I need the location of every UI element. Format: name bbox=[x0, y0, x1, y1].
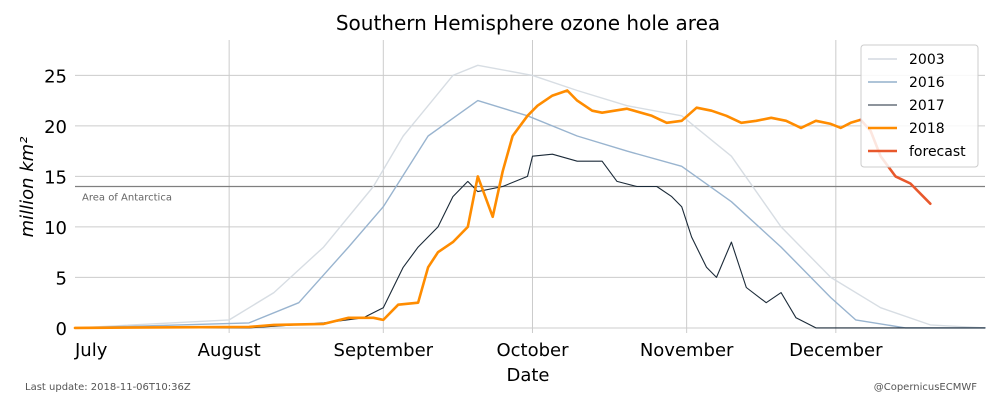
y-axis-label: million km² bbox=[17, 137, 38, 238]
chart-legend: 2003 2016 2017 2018 forecast bbox=[860, 44, 979, 168]
series-line-2018 bbox=[73, 89, 862, 330]
legend-label-2017: 2017 bbox=[909, 98, 945, 114]
reference-layer: Area of Antarctica bbox=[75, 185, 985, 204]
legend-box bbox=[860, 44, 979, 168]
x-tick-label: November bbox=[640, 340, 734, 361]
legend-entries: 2003 2016 2017 2018 forecast bbox=[868, 52, 966, 160]
y-tick-label: 20 bbox=[44, 117, 67, 138]
x-tick-label: August bbox=[198, 340, 261, 361]
series-line-2003 bbox=[74, 64, 986, 329]
series-line-2016 bbox=[74, 99, 986, 329]
x-tick-label: October bbox=[496, 340, 569, 361]
y-tick-label: 15 bbox=[44, 167, 67, 188]
y-tick-label: 10 bbox=[44, 218, 67, 239]
antarctica-reference-label: Area of Antarctica bbox=[82, 193, 172, 204]
credit-text: @CopernicusECMWF bbox=[874, 382, 978, 393]
y-tick-label: 0 bbox=[56, 319, 67, 340]
legend-label-2016: 2016 bbox=[909, 75, 945, 91]
x-tick-label: September bbox=[334, 340, 434, 361]
y-tick-label: 25 bbox=[44, 66, 67, 87]
legend-label-forecast: forecast bbox=[909, 144, 966, 160]
legend-label-2018: 2018 bbox=[909, 121, 945, 137]
last-update-text: Last update: 2018-11-06T10:36Z bbox=[25, 382, 191, 393]
series-line-2017 bbox=[74, 153, 986, 329]
x-axis-label: Date bbox=[506, 365, 549, 386]
y-tick-label: 5 bbox=[56, 268, 67, 289]
y-tick-labels: 0 5 10 15 20 25 bbox=[44, 66, 67, 340]
x-tick-labels: July August September October November Decemb… bbox=[74, 340, 883, 361]
series-layer bbox=[73, 64, 986, 330]
chart-title: Southern Hemisphere ozone hole area bbox=[336, 11, 720, 35]
legend-label-2003: 2003 bbox=[909, 52, 945, 68]
x-tick-label: December bbox=[789, 340, 883, 361]
x-tick-label: July bbox=[74, 340, 108, 361]
